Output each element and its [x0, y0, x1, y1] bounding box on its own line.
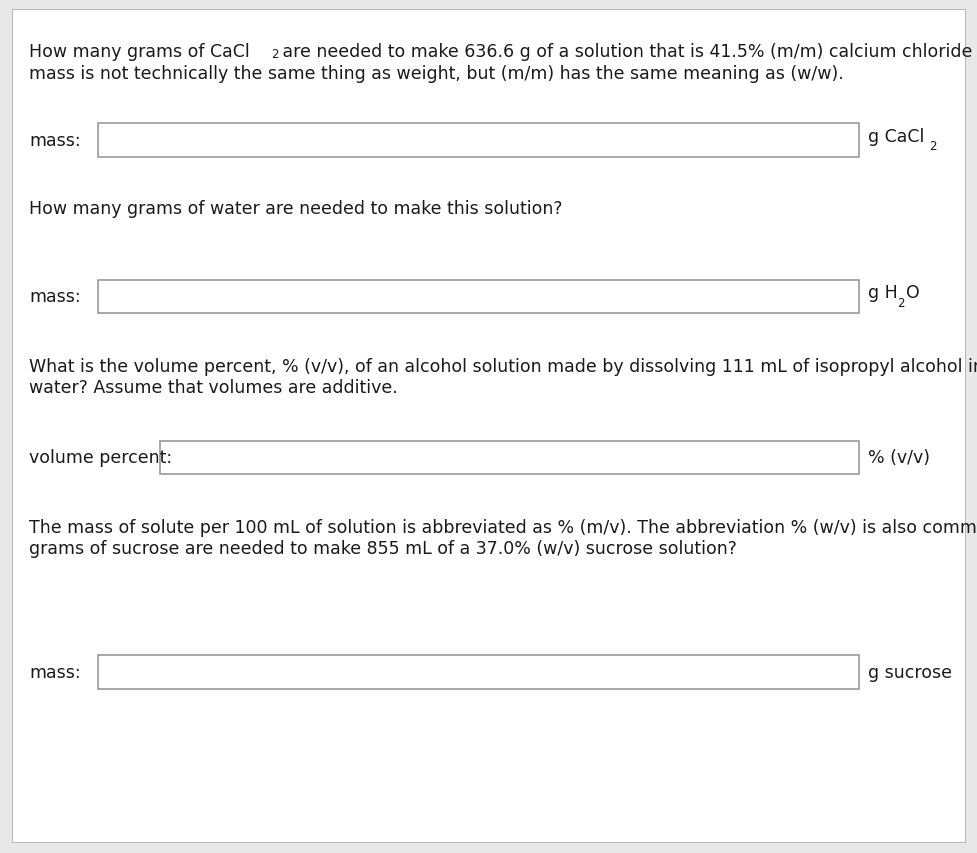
Text: 2: 2 — [896, 296, 904, 309]
Text: O: O — [905, 284, 918, 302]
Text: water? Assume that volumes are additive.: water? Assume that volumes are additive. — [29, 379, 398, 397]
Text: mass:: mass: — [29, 663, 81, 682]
Text: are needed to make 636.6 g of a solution that is 41.5% (m/m) calcium chloride in: are needed to make 636.6 g of a solution… — [276, 44, 977, 61]
Text: The mass of solute per 100 mL of solution is abbreviated as % (m/v). The abbrevi: The mass of solute per 100 mL of solutio… — [29, 518, 977, 537]
Text: g sucrose: g sucrose — [867, 663, 951, 682]
FancyBboxPatch shape — [98, 281, 858, 313]
Text: mass:: mass: — [29, 132, 81, 150]
FancyBboxPatch shape — [98, 125, 858, 158]
Text: mass is not technically the same thing as weight, but (m/m) has the same meaning: mass is not technically the same thing a… — [29, 65, 843, 83]
FancyBboxPatch shape — [160, 441, 858, 474]
Text: How many grams of CaCl: How many grams of CaCl — [29, 44, 250, 61]
FancyBboxPatch shape — [12, 10, 965, 843]
Text: What is the volume percent, % (v/v), of an alcohol solution made by dissolving 1: What is the volume percent, % (v/v), of … — [29, 357, 977, 375]
Text: g H: g H — [867, 284, 897, 302]
Text: How many grams of water are needed to make this solution?: How many grams of water are needed to ma… — [29, 200, 562, 218]
Text: grams of sucrose are needed to make 855 mL of a 37.0% (w/v) sucrose solution?: grams of sucrose are needed to make 855 … — [29, 540, 737, 558]
Text: volume percent:: volume percent: — [29, 449, 172, 467]
Text: 2: 2 — [928, 140, 936, 154]
Text: g CaCl: g CaCl — [867, 128, 923, 146]
FancyBboxPatch shape — [98, 656, 858, 688]
Text: 2: 2 — [271, 49, 278, 61]
Text: mass:: mass: — [29, 287, 81, 306]
Text: % (v/v): % (v/v) — [867, 449, 929, 467]
